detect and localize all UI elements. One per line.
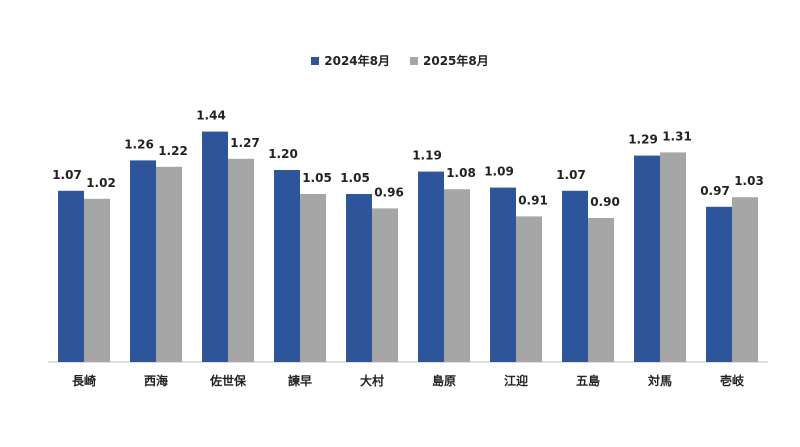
bar-2024-1 [130,160,156,362]
x-tick-label-6: 江迎 [504,373,528,388]
data-label-2025-4: 0.96 [374,185,404,199]
legend: 2024年8月 2025年8月 [0,52,800,69]
bar-2025-6 [516,216,542,362]
bar-2024-5 [418,171,444,362]
legend-swatch-2024 [311,56,320,65]
bar-2024-7 [562,190,588,362]
data-label-2024-2: 1.44 [196,109,226,123]
bar-2025-9 [732,197,758,362]
data-label-2024-1: 1.26 [124,137,154,151]
data-label-2025-8: 1.31 [662,129,692,143]
x-tick-label-7: 五島 [576,373,600,388]
bar-2024-2 [202,131,228,362]
legend-swatch-2025 [410,56,418,65]
bar-2024-6 [490,187,516,362]
x-tick-label-9: 壱岐 [720,373,745,388]
legend-item-2024: 2024年8月 [311,52,390,69]
data-label-2025-2: 1.27 [230,136,260,150]
data-label-2024-5: 1.19 [412,149,442,163]
bar-2024-4 [346,194,372,362]
bar-2025-2 [228,158,254,362]
data-label-2025-5: 1.08 [446,166,476,180]
bar-2024-3 [274,170,300,362]
bar-2025-3 [300,194,326,362]
x-tick-label-2: 佐世保 [209,373,247,388]
data-label-2025-3: 1.05 [302,171,332,185]
bar-2025-8 [660,152,686,362]
x-tick-label-3: 諫早 [288,373,312,388]
data-label-2025-6: 0.91 [518,193,548,207]
data-label-2025-7: 0.90 [590,195,620,209]
data-label-2025-1: 1.22 [158,144,188,158]
x-tick-label-4: 大村 [360,373,384,388]
legend-label-2024: 2024年8月 [324,54,390,68]
bar-2024-0 [58,190,84,362]
data-label-2025-0: 1.02 [86,176,116,190]
data-label-2024-3: 1.20 [268,147,298,161]
bar-2024-9 [706,206,732,362]
bar-2025-4 [372,208,398,362]
x-tick-label-8: 対馬 [647,373,672,388]
data-label-2025-9: 1.03 [734,174,764,188]
data-label-2024-7: 1.07 [556,168,586,182]
data-label-2024-0: 1.07 [52,168,82,182]
data-label-2024-8: 1.29 [628,133,658,147]
bar-2025-0 [84,198,110,362]
bar-2025-7 [588,218,614,362]
x-tick-label-1: 西海 [144,373,168,388]
data-label-2024-6: 1.09 [484,165,514,179]
data-label-2024-4: 1.05 [340,171,370,185]
legend-item-2025: 2025年8月 [410,52,489,69]
legend-label-2025: 2025年8月 [423,54,489,68]
data-label-2024-9: 0.97 [700,184,730,198]
bar-2024-8 [634,155,660,362]
bar-2025-5 [444,189,470,362]
x-tick-label-5: 島原 [432,373,456,388]
bar-2025-1 [156,166,182,362]
x-tick-label-0: 長崎 [72,373,96,388]
